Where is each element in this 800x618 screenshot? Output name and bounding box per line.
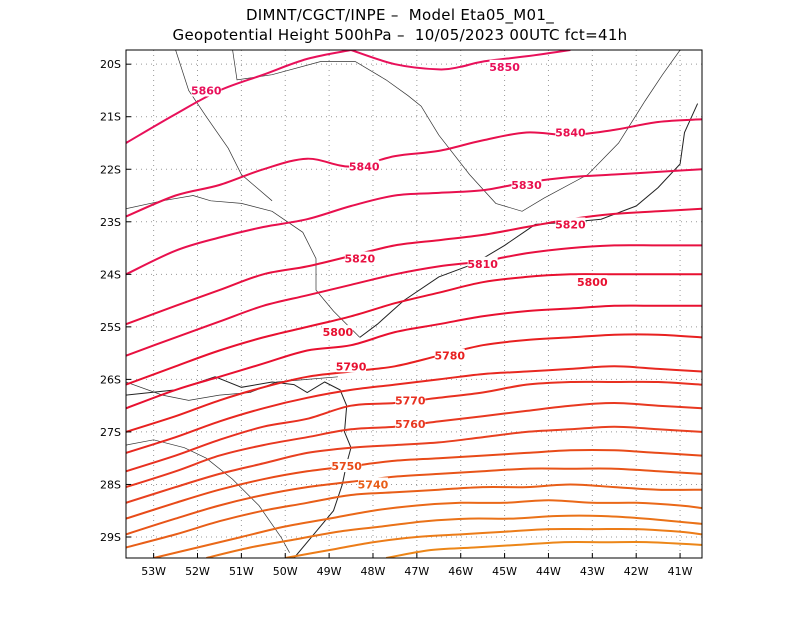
contour-5730 — [206, 514, 702, 558]
x-tick-label: 49W — [317, 565, 342, 578]
y-tick-label: 29S — [100, 531, 121, 544]
state-border — [175, 50, 273, 202]
y-tick-label: 23S — [100, 216, 121, 229]
contour-5840 — [126, 118, 702, 218]
contour-label: 5840 — [555, 126, 586, 139]
x-tick-label: 50W — [273, 565, 298, 578]
contour-5780 — [126, 333, 702, 433]
contour-label-backdrop — [322, 325, 353, 339]
contour-label-backdrop — [191, 83, 222, 97]
contour-label: 5820 — [555, 218, 586, 231]
x-tick-label: 45W — [492, 565, 517, 578]
state-border — [126, 376, 338, 401]
plot-frame — [125, 49, 703, 559]
contour-label: 5770 — [395, 394, 426, 407]
x-tick-label: 52W — [185, 565, 210, 578]
contour-label-backdrop — [344, 251, 375, 265]
contour-label: 5780 — [434, 350, 465, 363]
contour-label-backdrop — [349, 159, 380, 173]
x-tick-label: 46W — [448, 565, 473, 578]
x-tick-label: 44W — [536, 565, 561, 578]
contour-5725 — [285, 527, 702, 558]
contour-label: 5840 — [349, 161, 380, 174]
contour-5745 — [126, 467, 702, 536]
y-tick-label: 25S — [100, 321, 121, 334]
contour-5720 — [385, 541, 702, 558]
y-tick-label: 21S — [100, 111, 121, 124]
x-tick-label: 43W — [580, 565, 605, 578]
contour-label-backdrop — [577, 275, 608, 289]
state-border — [126, 195, 361, 338]
x-tick-label: 53W — [141, 565, 166, 578]
contour-label-backdrop — [555, 125, 586, 139]
contour-label-backdrop — [467, 256, 498, 270]
contour-5790 — [126, 304, 702, 410]
x-tick-label: 51W — [229, 565, 254, 578]
contour-5810 — [126, 244, 702, 357]
contour-label: 5800 — [577, 276, 608, 289]
contour-label: 5860 — [191, 84, 222, 97]
map-title-line2: Geopotential Height 500hPa – 10/05/2023 … — [172, 26, 628, 44]
contour-label: 5750 — [331, 460, 362, 473]
coastline-south — [126, 376, 352, 558]
contour-5750 — [126, 449, 702, 520]
contour-label: 5820 — [345, 253, 376, 266]
contour-5850 — [350, 50, 571, 71]
contour-5775 — [126, 365, 702, 454]
x-tick-label: 48W — [361, 565, 386, 578]
contour-5830 — [126, 168, 702, 276]
x-tick-label: 42W — [624, 565, 649, 578]
state-border — [232, 50, 681, 212]
contour-5800 — [126, 273, 702, 386]
contour-5735 — [153, 499, 702, 558]
x-tick-label: 41W — [668, 565, 693, 578]
contour-label-backdrop — [555, 217, 586, 231]
contour-5860 — [126, 50, 352, 144]
contour-label: 5740 — [358, 478, 389, 491]
contour-label: 5800 — [323, 326, 354, 339]
contour-label-backdrop — [357, 477, 388, 491]
contour-5820 — [126, 207, 702, 326]
contour-label-backdrop — [395, 417, 426, 431]
latitude-axis: 20S 21S 22S 23S 24S 25S 26S 27S 28S 29S — [100, 58, 131, 544]
graticule — [126, 50, 702, 558]
map-title-line1: DIMNT/CGCT/INPE – Model Eta05_M01_ — [245, 6, 555, 24]
contour-label-backdrop — [336, 359, 367, 373]
x-tick-label: 47W — [404, 565, 429, 578]
y-tick-label: 22S — [100, 163, 121, 176]
y-tick-label: 26S — [100, 373, 121, 386]
contour-label: 5830 — [511, 179, 542, 192]
coastline-north — [359, 103, 699, 338]
contour-label: 5810 — [467, 258, 498, 271]
contour-labels: 5860 5850 5840 5840 5830 5820 5820 5810 5800 5800… — [191, 59, 608, 491]
longitude-axis: 53W 52W 51W 50W 49W 48W 47W 46W 45W 44W 43W 42W 41W — [141, 553, 693, 578]
contour-label-backdrop — [395, 393, 426, 407]
contour-label-backdrop — [489, 59, 520, 73]
contour-5740 — [126, 483, 702, 549]
y-tick-label: 28S — [100, 478, 121, 491]
y-tick-label: 20S — [100, 58, 121, 71]
coastlines-and-borders — [126, 50, 699, 558]
contour-label: 5790 — [336, 360, 367, 373]
state-border — [126, 439, 290, 553]
y-tick-label: 24S — [100, 268, 121, 281]
contour-label: 5850 — [489, 61, 520, 74]
contour-label: 5760 — [395, 418, 426, 431]
contour-label-backdrop — [434, 348, 465, 362]
y-tick-label: 27S — [100, 426, 121, 439]
height-contours — [126, 50, 702, 558]
contour-label-backdrop — [511, 178, 542, 192]
contour-label-backdrop — [331, 459, 362, 473]
contour-5755 — [126, 425, 702, 504]
